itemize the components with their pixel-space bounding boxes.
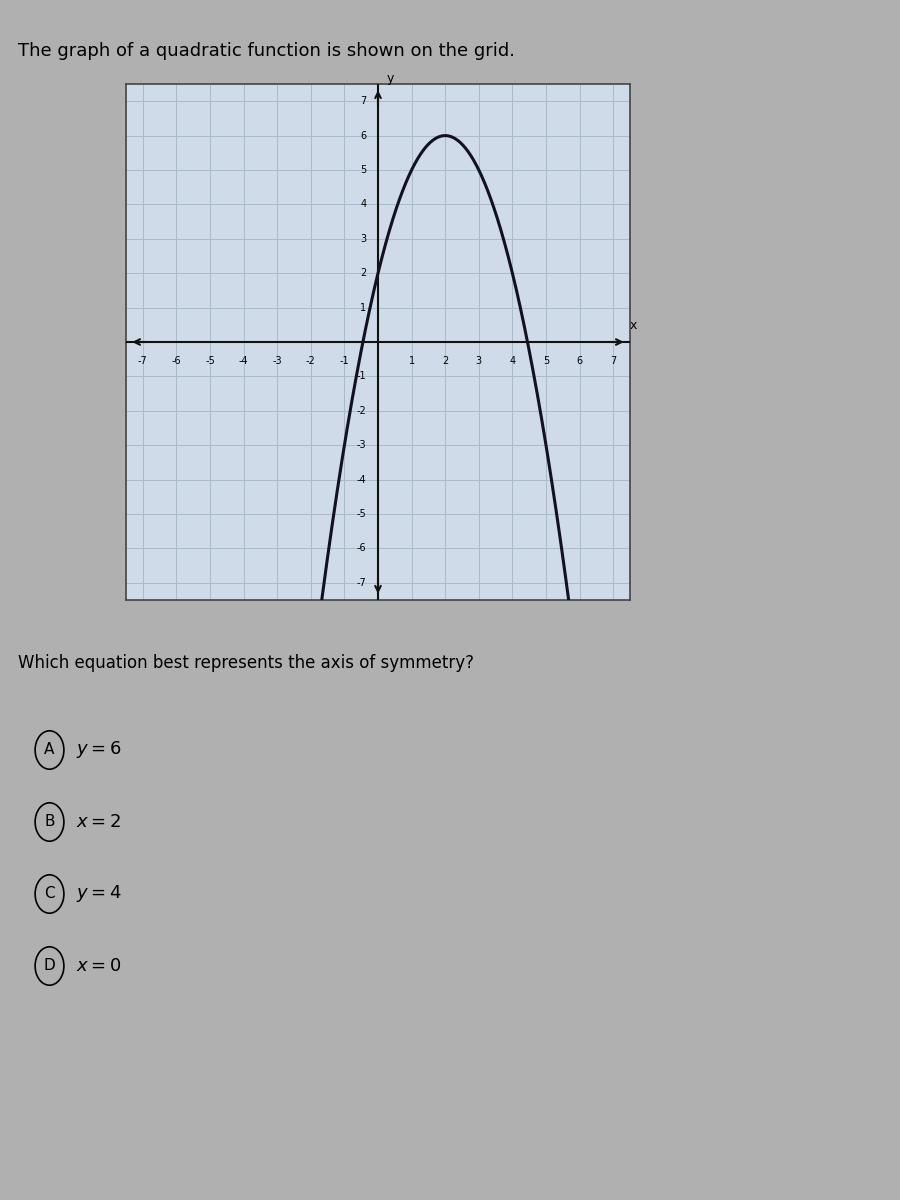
Text: $y = 4$: $y = 4$ <box>76 883 122 905</box>
Text: D: D <box>43 959 56 973</box>
Text: $x = 0$: $x = 0$ <box>76 958 122 974</box>
Text: 5: 5 <box>543 355 549 366</box>
Text: 6: 6 <box>360 131 366 140</box>
Text: -5: -5 <box>356 509 366 518</box>
Text: $y = 6$: $y = 6$ <box>76 739 122 761</box>
Text: -1: -1 <box>339 355 349 366</box>
Text: -3: -3 <box>356 440 366 450</box>
Text: The graph of a quadratic function is shown on the grid.: The graph of a quadratic function is sho… <box>18 42 515 60</box>
Text: 3: 3 <box>476 355 482 366</box>
Text: Which equation best represents the axis of symmetry?: Which equation best represents the axis … <box>18 654 474 672</box>
Text: -1: -1 <box>356 371 366 382</box>
Text: y: y <box>386 72 394 85</box>
Text: x: x <box>630 319 637 331</box>
Text: 6: 6 <box>577 355 582 366</box>
Text: -2: -2 <box>306 355 316 366</box>
Text: -5: -5 <box>205 355 215 366</box>
Text: -6: -6 <box>172 355 181 366</box>
Text: -6: -6 <box>356 544 366 553</box>
Text: $x = 2$: $x = 2$ <box>76 814 122 830</box>
Text: -3: -3 <box>273 355 282 366</box>
Text: C: C <box>44 887 55 901</box>
Text: 5: 5 <box>360 164 366 175</box>
Text: 7: 7 <box>610 355 616 366</box>
Text: 7: 7 <box>360 96 366 107</box>
Text: A: A <box>44 743 55 757</box>
Text: 1: 1 <box>409 355 415 366</box>
Text: 1: 1 <box>360 302 366 312</box>
Text: -7: -7 <box>356 577 366 588</box>
Text: B: B <box>44 815 55 829</box>
Text: -2: -2 <box>356 406 366 415</box>
Text: 2: 2 <box>360 269 366 278</box>
Text: -4: -4 <box>238 355 248 366</box>
Text: -4: -4 <box>356 474 366 485</box>
Text: 2: 2 <box>442 355 448 366</box>
Text: -7: -7 <box>138 355 148 366</box>
Text: 4: 4 <box>360 199 366 209</box>
Text: 4: 4 <box>509 355 516 366</box>
Text: 3: 3 <box>360 234 366 244</box>
